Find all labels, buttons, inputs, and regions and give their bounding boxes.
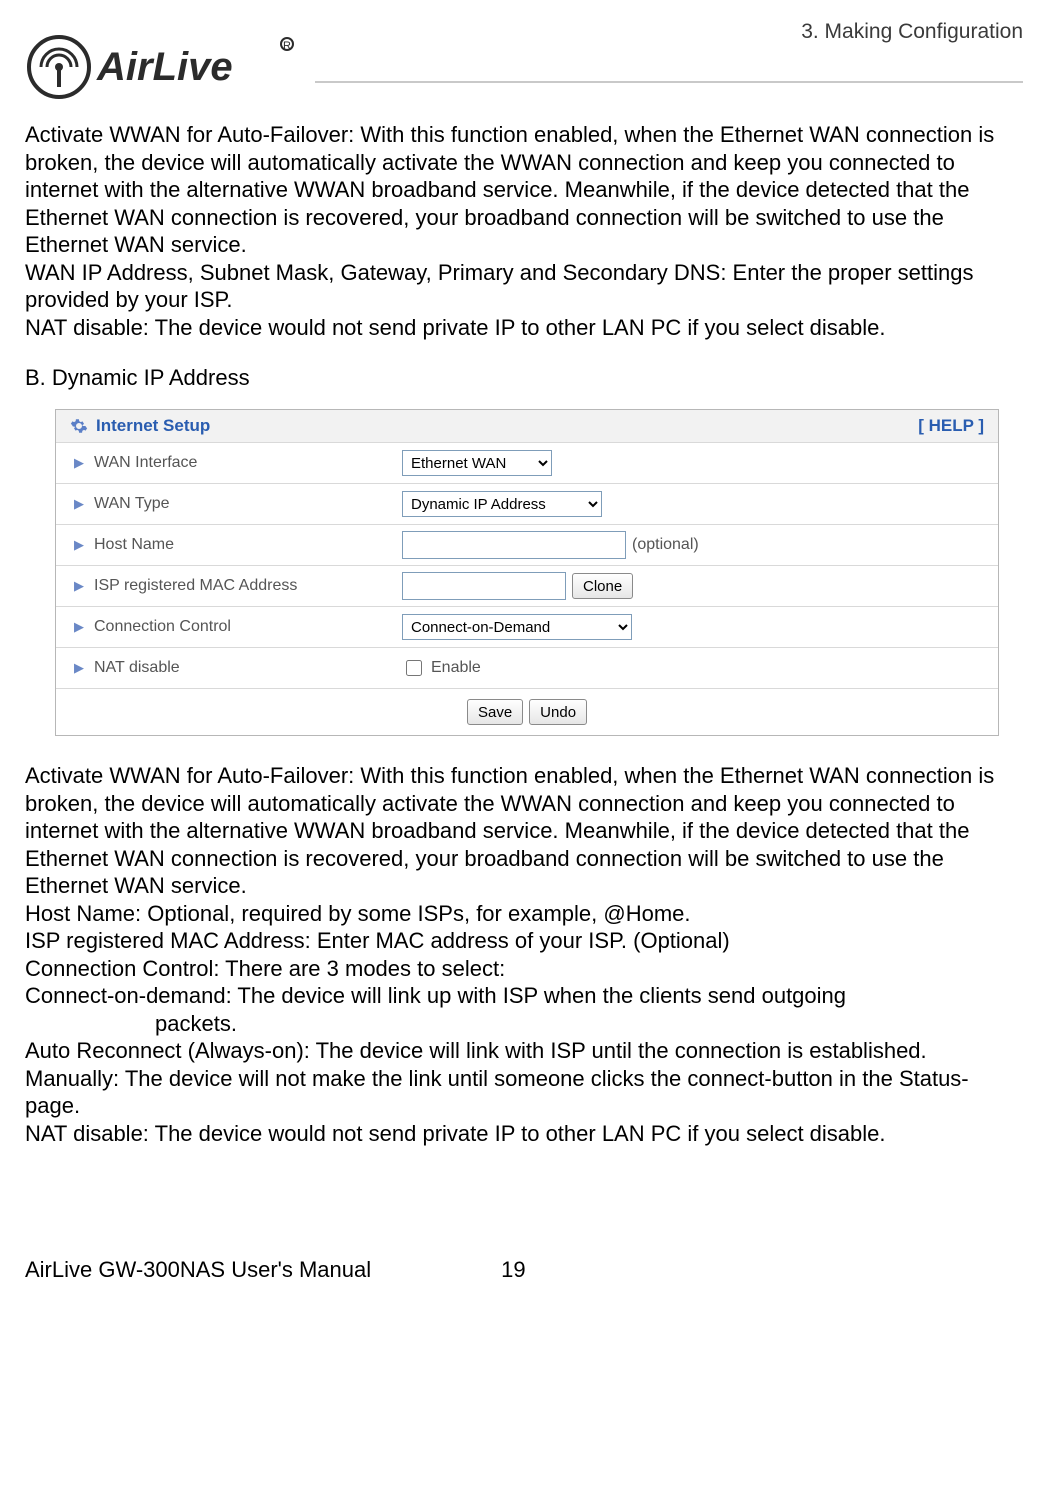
paragraph-manually: Manually: The device will not make the l… [25, 1065, 1023, 1120]
paragraph-failover-1: Activate WWAN for Auto-Failover: With th… [25, 121, 1023, 259]
footer-manual-title: AirLive GW-300NAS User's Manual [25, 1257, 371, 1283]
paragraph-failover-2: Activate WWAN for Auto-Failover: With th… [25, 762, 1023, 900]
chevron-right-icon: ▶ [74, 619, 84, 635]
brand-logo: AirLive R [25, 20, 305, 105]
footer-page-number: 19 [501, 1257, 525, 1283]
nat-enable-label: Enable [431, 659, 481, 677]
chevron-right-icon: ▶ [74, 455, 84, 471]
host-name-hint: (optional) [632, 536, 699, 554]
nat-enable-checkbox[interactable] [406, 660, 422, 676]
paragraph-host-name: Host Name: Optional, required by some IS… [25, 900, 1023, 928]
help-link[interactable]: [ HELP ] [918, 416, 984, 436]
host-name-input[interactable] [402, 531, 626, 559]
label-mac-address: ISP registered MAC Address [94, 577, 297, 595]
wan-interface-select[interactable]: Ethernet WAN [402, 450, 552, 476]
paragraph-nat-1: NAT disable: The device would not send p… [25, 314, 1023, 342]
wan-type-select[interactable]: Dynamic IP Address [402, 491, 602, 517]
chevron-right-icon: ▶ [74, 660, 84, 676]
panel-title: Internet Setup [96, 416, 210, 436]
label-wan-interface: WAN Interface [94, 454, 197, 472]
chevron-right-icon: ▶ [74, 578, 84, 594]
chevron-right-icon: ▶ [74, 496, 84, 512]
label-wan-type: WAN Type [94, 495, 170, 513]
chevron-right-icon: ▶ [74, 537, 84, 553]
svg-text:AirLive: AirLive [96, 45, 233, 89]
label-connection-control: Connection Control [94, 618, 231, 636]
paragraph-conn-ctrl: Connection Control: There are 3 modes to… [25, 955, 1023, 983]
save-button[interactable]: Save [467, 699, 523, 725]
label-nat-disable: NAT disable [94, 659, 180, 677]
paragraph-auto-reconnect: Auto Reconnect (Always-on): The device w… [25, 1037, 1023, 1065]
svg-text:R: R [283, 40, 291, 52]
paragraph-cod-b: packets. [25, 1010, 1023, 1038]
connection-control-select[interactable]: Connect-on-Demand [402, 614, 632, 640]
paragraph-cod-a: Connect-on-demand: The device will link … [25, 982, 1023, 1010]
internet-setup-panel: Internet Setup [ HELP ] ▶ WAN Interface E… [55, 409, 999, 736]
paragraph-nat-2: NAT disable: The device would not send p… [25, 1120, 1023, 1148]
gear-icon [70, 417, 88, 435]
paragraph-mac: ISP registered MAC Address: Enter MAC ad… [25, 927, 1023, 955]
label-host-name: Host Name [94, 536, 174, 554]
mac-address-input[interactable] [402, 572, 566, 600]
chapter-title: 3. Making Configuration [305, 20, 1023, 44]
clone-button[interactable]: Clone [572, 573, 633, 599]
undo-button[interactable]: Undo [529, 699, 587, 725]
section-b-heading: B. Dynamic IP Address [25, 365, 1023, 391]
paragraph-wan-ip: WAN IP Address, Subnet Mask, Gateway, Pr… [25, 259, 1023, 314]
